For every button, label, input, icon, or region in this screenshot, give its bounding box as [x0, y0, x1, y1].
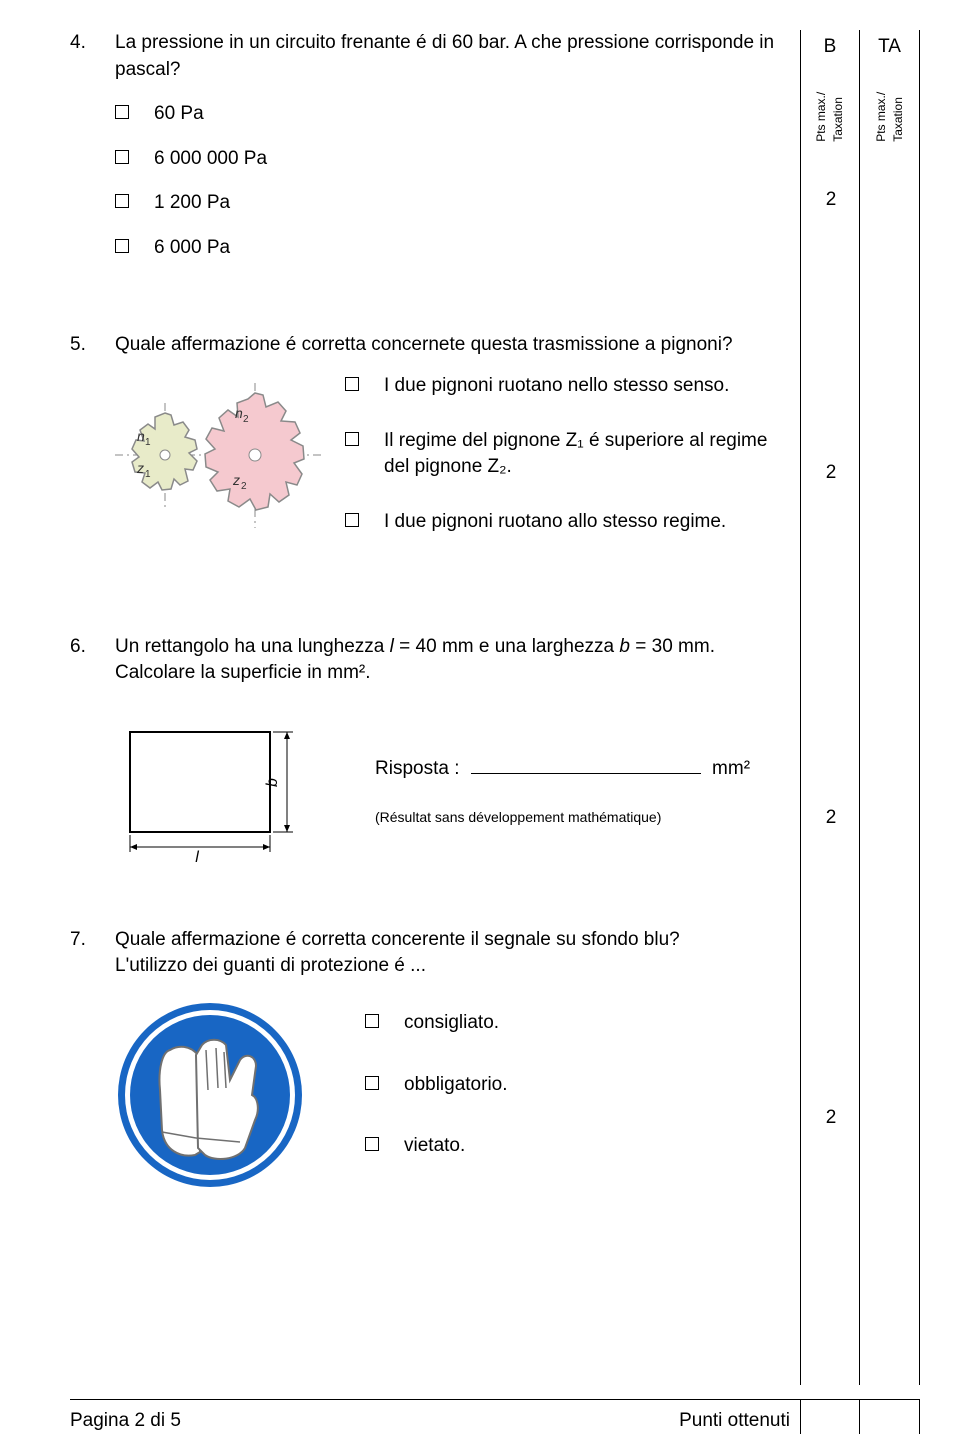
q6-var-b: b	[619, 636, 630, 657]
q5-option-2-text: I due pignoni ruotano allo stesso regime…	[384, 509, 790, 536]
question-5: 5. Quale affermazione é corretta concern…	[70, 332, 790, 564]
safety-gloves-sign	[115, 1000, 305, 1190]
q6-text-d: Calcolare la superficie in mm²	[115, 662, 365, 683]
q4-option-3: 6 000 Pa	[115, 235, 790, 262]
q7-option-2: vietato.	[365, 1133, 508, 1160]
question-4: 4. La pressione in un circuito frenante …	[70, 30, 790, 262]
q6-text-b: = 40 mm e una larghezza	[394, 636, 620, 657]
q4-option-0-text: 60 Pa	[154, 101, 790, 128]
checkbox-icon[interactable]	[115, 239, 129, 253]
q4-option-3-text: 6 000 Pa	[154, 235, 790, 262]
q6-text-c: = 30 mm.	[630, 636, 715, 657]
main-column: 4. La pressione in un circuito frenante …	[70, 30, 800, 1385]
svg-text:b: b	[264, 778, 281, 787]
svg-text:z: z	[136, 460, 144, 476]
q6-text: Un rettangolo ha una lunghezza l = 40 mm…	[115, 634, 790, 687]
checkbox-icon[interactable]	[365, 1137, 379, 1151]
q7-points: 2	[801, 1105, 861, 1132]
q4-option-0: 60 Pa	[115, 101, 790, 128]
q4-option-1: 6 000 000 Pa	[115, 146, 790, 173]
q6-number: 6.	[70, 634, 115, 661]
checkbox-icon[interactable]	[115, 194, 129, 208]
svg-text:n: n	[137, 428, 145, 444]
checkbox-icon[interactable]	[345, 513, 359, 527]
footer-col-ta	[860, 1399, 920, 1434]
q6-points: 2	[801, 805, 861, 832]
col-ta-vertical-label: Pts max./Taxation	[873, 92, 907, 142]
q7-text-1: Quale affermazione é corretta concerente…	[115, 929, 680, 950]
checkbox-icon[interactable]	[345, 377, 359, 391]
grade-column-ta: TA Pts max./Taxation	[860, 30, 920, 1385]
q7-option-0: consigliato.	[365, 1010, 508, 1037]
q7-option-2-text: vietato.	[404, 1133, 508, 1160]
svg-text:2: 2	[241, 481, 247, 492]
question-7: 7. Quale affermazione é corretta concere…	[70, 927, 790, 1195]
question-6: 6. Un rettangolo ha una lunghezza l = 40…	[70, 634, 790, 867]
footer-main: Pagina 2 di 5 Punti ottenuti	[70, 1399, 800, 1435]
q7-option-1: obbligatorio.	[365, 1072, 508, 1099]
footer: Pagina 2 di 5 Punti ottenuti	[70, 1399, 920, 1435]
svg-text:1: 1	[145, 469, 151, 480]
q5-option-1: Il regime del pignone Z₁ é superiore al …	[345, 428, 790, 481]
checkbox-icon[interactable]	[345, 432, 359, 446]
q6-note: (Résultat sans développement mathématiqu…	[375, 808, 790, 828]
col-b-vertical-label: Pts max./Taxation	[813, 92, 847, 142]
q5-option-1-text: Il regime del pignone Z₁ é superiore al …	[384, 428, 790, 481]
grade-column-b: B Pts max./Taxation 2 2 2 2	[800, 30, 860, 1385]
checkbox-icon[interactable]	[115, 105, 129, 119]
answer-unit: mm²	[712, 758, 750, 779]
rectangle-diagram: l b	[115, 717, 325, 867]
svg-text:1: 1	[145, 437, 151, 448]
svg-text:n: n	[235, 405, 243, 421]
page-number: Pagina 2 di 5	[70, 1408, 181, 1435]
q6-answer-area: Risposta : mm² (Résultat sans développem…	[375, 756, 790, 827]
q4-option-2-text: 1 200 Pa	[154, 190, 790, 217]
checkbox-icon[interactable]	[365, 1076, 379, 1090]
q5-option-0: I due pignoni ruotano nello stesso senso…	[345, 373, 790, 400]
svg-text:z: z	[232, 472, 240, 488]
q7-number: 7.	[70, 927, 115, 954]
q4-option-2: 1 200 Pa	[115, 190, 790, 217]
col-ta-header: TA	[860, 30, 919, 65]
q4-text: La pressione in un circuito frenante é d…	[115, 30, 790, 83]
q7-option-1-text: obbligatorio.	[404, 1072, 508, 1099]
q5-text: Quale affermazione é corretta concernete…	[115, 332, 790, 359]
q7-text-2: L'utilizzo dei guanti di protezione é ..…	[115, 955, 426, 976]
q5-options: I due pignoni ruotano nello stesso senso…	[345, 373, 790, 563]
content-columns: 4. La pressione in un circuito frenante …	[70, 30, 920, 1385]
col-b-header: B	[801, 30, 859, 65]
svg-text:l: l	[195, 849, 199, 866]
footer-col-b	[800, 1399, 860, 1434]
q6-text-a: Un rettangolo ha una lunghezza	[115, 636, 390, 657]
q5-points: 2	[801, 460, 861, 487]
q4-number: 4.	[70, 30, 115, 57]
q5-number: 5.	[70, 332, 115, 359]
q5-option-0-text: I due pignoni ruotano nello stesso senso…	[384, 373, 790, 400]
q5-option-2: I due pignoni ruotano allo stesso regime…	[345, 509, 790, 536]
q4-option-1-text: 6 000 000 Pa	[154, 146, 790, 173]
answer-label: Risposta :	[375, 758, 459, 779]
gears-diagram: n1 z1 n2 z2	[115, 373, 325, 533]
answer-input-line[interactable]	[471, 773, 701, 774]
svg-text:2: 2	[243, 414, 249, 425]
q7-option-0-text: consigliato.	[404, 1010, 508, 1037]
checkbox-icon[interactable]	[365, 1014, 379, 1028]
checkbox-icon[interactable]	[115, 150, 129, 164]
q7-options: consigliato. obbligatorio. vietato.	[365, 1000, 508, 1195]
exam-page: 4. La pressione in un circuito frenante …	[0, 0, 960, 1455]
q4-points: 2	[801, 187, 861, 214]
q7-text: Quale affermazione é corretta concerente…	[115, 927, 790, 980]
points-obtained-label: Punti ottenuti	[679, 1408, 790, 1435]
